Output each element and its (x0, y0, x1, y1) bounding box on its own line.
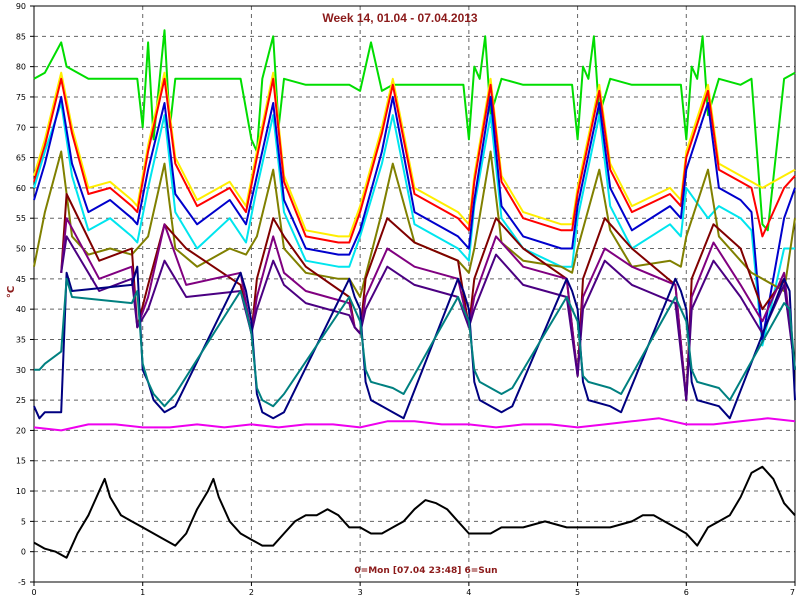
series-line-3 (33, 102, 795, 347)
y-tick-label: 80 (16, 63, 26, 72)
y-tick-label: 25 (16, 396, 26, 405)
y-tick-label: 60 (16, 184, 26, 193)
plot-frame (33, 5, 796, 583)
x-tick-label: 0 (31, 588, 36, 597)
y-tick-label: 65 (16, 154, 26, 163)
chart-title: Week 14, 01.04 - 07.04.2013 (322, 11, 478, 25)
y-tick-label: 70 (16, 123, 26, 132)
series-segment (60, 235, 796, 402)
series-segment (33, 102, 795, 347)
y-tick-label: 40 (16, 305, 26, 314)
x-tick-label: 2 (249, 588, 254, 597)
series-segment (33, 77, 796, 244)
y-tick-label: 15 (16, 457, 26, 466)
x-tick-label: 6 (684, 588, 689, 597)
series-line-8 (60, 235, 796, 402)
x-tick-label: 3 (358, 588, 363, 597)
y-tick-label: 0 (21, 548, 26, 557)
y-tick-label: 50 (16, 245, 26, 254)
y-tick-label: 20 (16, 426, 26, 435)
y-axis-label: °C (6, 286, 17, 298)
series-segment (60, 193, 796, 402)
y-tick-label: 35 (16, 335, 26, 344)
series-segment (33, 95, 796, 341)
series-segment (33, 29, 796, 232)
x-tick-label: 7 (790, 588, 795, 597)
series-line-9 (33, 265, 796, 420)
series-segment (33, 265, 796, 420)
y-tick-label: 45 (16, 275, 26, 284)
series-line-12 (33, 465, 796, 559)
series-segment (33, 150, 796, 298)
series-line-0 (33, 29, 796, 232)
y-tick-label: -5 (18, 578, 26, 587)
x-tick-label: 5 (575, 588, 580, 597)
y-tick-label: 5 (21, 517, 26, 526)
y-tick-label: 75 (16, 93, 26, 102)
y-tick-label: 90 (16, 2, 26, 11)
y-tick-label: 85 (16, 32, 26, 41)
series-line-2 (33, 77, 796, 244)
series-segment (33, 465, 796, 559)
series-line-11 (33, 417, 796, 432)
x-tick-label: 4 (466, 588, 471, 597)
x-tick-label: 1 (140, 588, 145, 597)
chart-series-group (33, 29, 796, 559)
series-line-4 (33, 95, 796, 341)
y-tick-label: 55 (16, 214, 26, 223)
y-tick-label: 30 (16, 366, 26, 375)
series-line-5 (33, 150, 796, 298)
chart-footer-note: 0=Mon [07.04 23:48] 6=Sun (354, 566, 497, 576)
series-line-6 (60, 193, 796, 402)
series-line-10 (34, 277, 796, 408)
series-segment (33, 417, 796, 432)
y-tick-label: 10 (16, 487, 26, 496)
series-segment (34, 277, 796, 408)
